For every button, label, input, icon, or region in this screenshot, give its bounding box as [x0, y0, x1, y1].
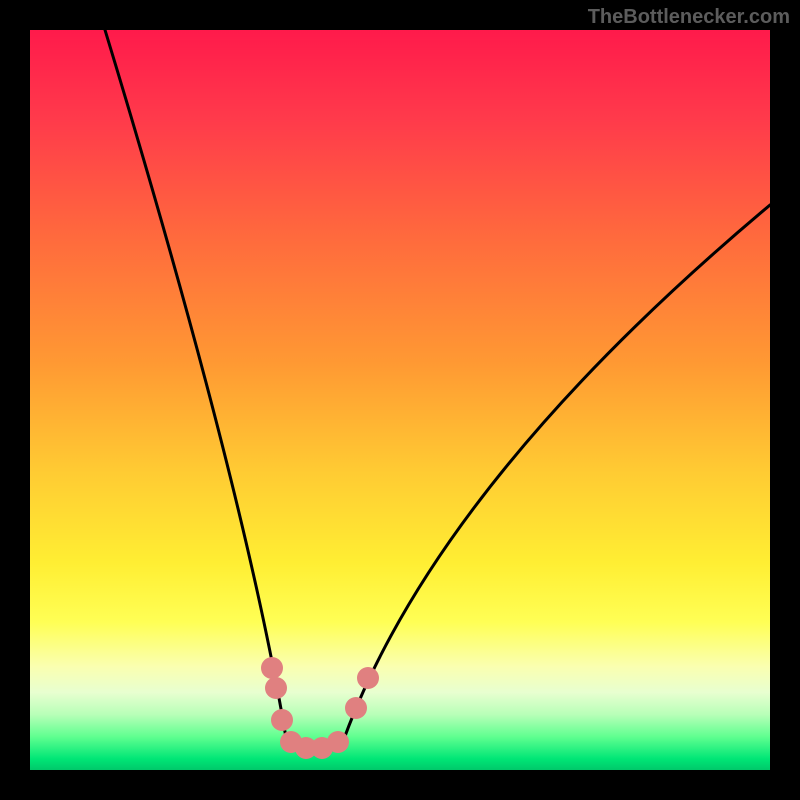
curve-svg	[30, 30, 770, 770]
chart-container: TheBottlenecker.com	[0, 0, 800, 800]
marker-dot	[357, 667, 379, 689]
bottleneck-curve	[105, 30, 770, 750]
marker-dot	[265, 677, 287, 699]
marker-dot	[271, 709, 293, 731]
watermark-text: TheBottlenecker.com	[588, 6, 790, 29]
plot-area	[30, 30, 770, 770]
marker-dot	[345, 697, 367, 719]
marker-dot	[261, 657, 283, 679]
trough-markers	[261, 657, 379, 759]
marker-dot	[327, 731, 349, 753]
